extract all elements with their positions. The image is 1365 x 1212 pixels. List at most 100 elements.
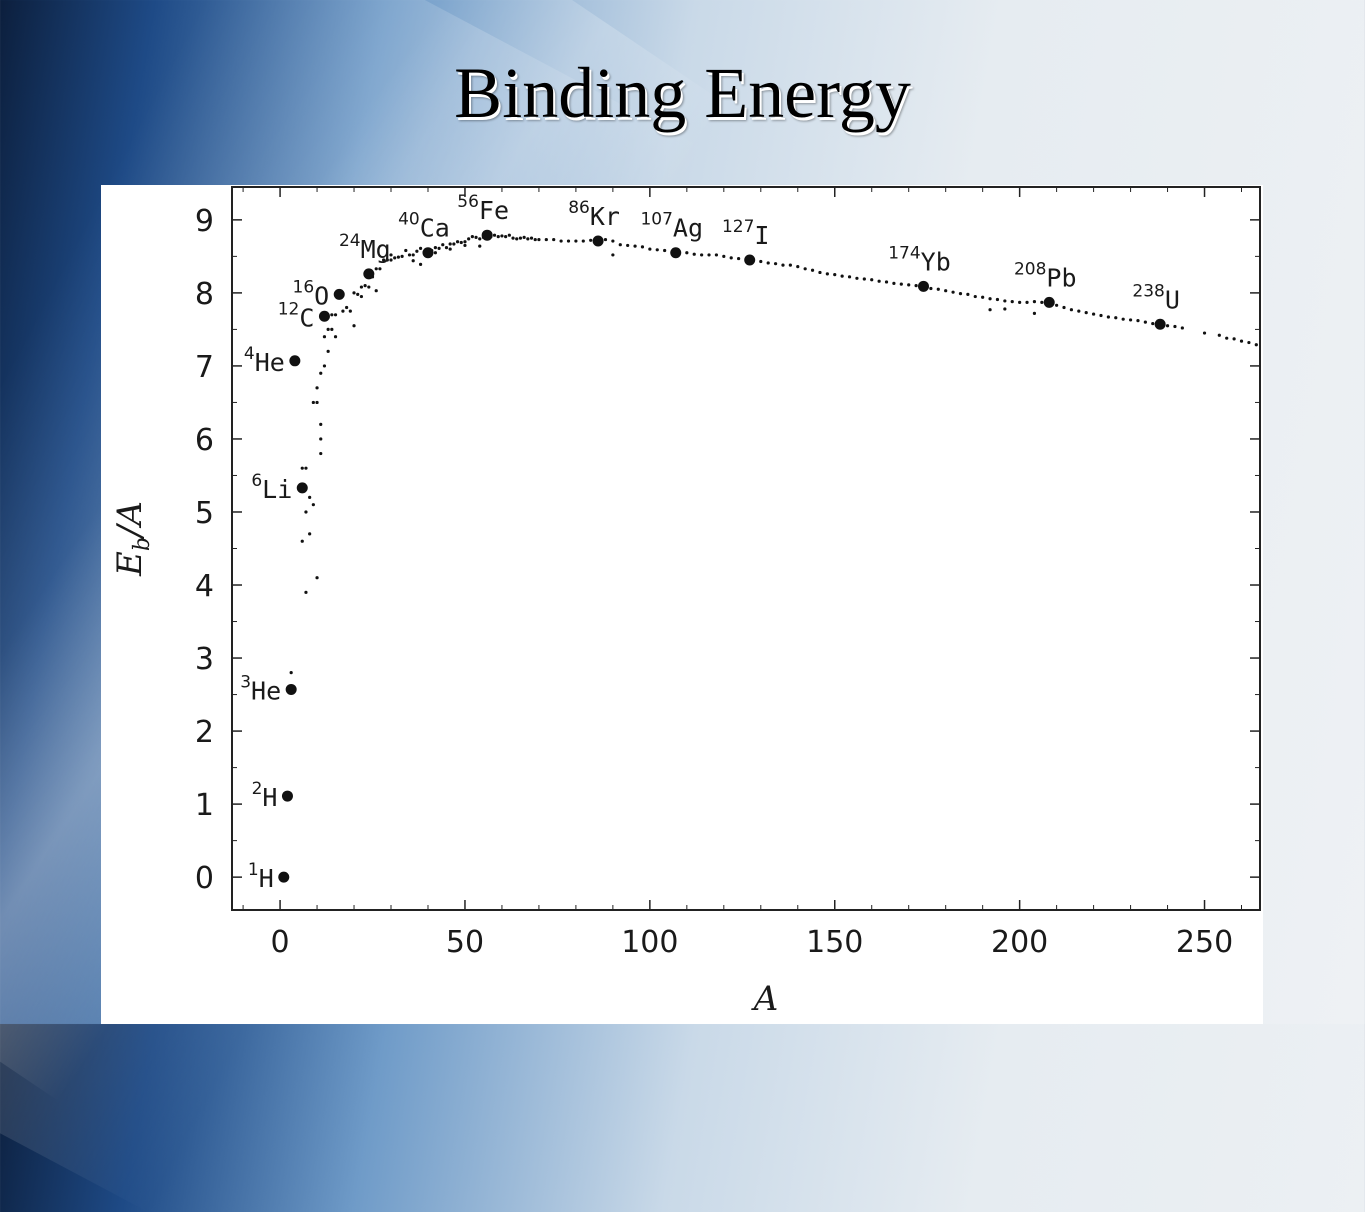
- labeled-nuclide-marker: [296, 482, 308, 494]
- nuclide-point: [415, 249, 419, 253]
- nuclide-mass-number: 3: [240, 672, 251, 692]
- nuclide-symbol: Mg: [361, 235, 391, 264]
- nuclide-point: [308, 495, 312, 499]
- nuclide-point: [1180, 326, 1184, 330]
- nuclide-point: [326, 327, 330, 332]
- nuclide-point: [455, 240, 460, 244]
- nuclide-point: [345, 305, 349, 310]
- nuclide-point: [496, 235, 500, 239]
- nuclide-point: [411, 253, 415, 257]
- nuclide-point: [418, 262, 423, 267]
- nuclide-point: [995, 297, 1000, 302]
- nuclide-point: [463, 240, 467, 244]
- nuclide-symbol: Pb: [1046, 263, 1076, 292]
- labeled-nuclide-marker: [333, 288, 345, 300]
- nuclide-symbol: H: [259, 864, 274, 893]
- nuclide-point: [958, 292, 963, 296]
- nuclide-point: [847, 275, 852, 279]
- nuclide-point: [981, 295, 985, 299]
- nuclide-point: [452, 242, 456, 246]
- nuclide-point: [773, 262, 778, 266]
- nuclide-point: [1062, 305, 1066, 310]
- nuclide-point: [300, 466, 304, 470]
- x-axis-title: A: [751, 979, 779, 1019]
- nuclide-point: [304, 466, 308, 470]
- nuclide-point: [884, 280, 889, 284]
- nuclide-point: [788, 263, 792, 267]
- nuclide-label: 40Ca: [398, 210, 450, 243]
- labeled-nuclide-marker: [670, 247, 682, 259]
- nuclide-point: [714, 253, 719, 257]
- nuclide-point: [322, 335, 327, 339]
- nuclide-label: 2H: [252, 779, 278, 812]
- nuclide-mass-number: 86: [568, 198, 590, 218]
- nuclide-point: [518, 236, 523, 240]
- nuclide-point: [311, 503, 315, 507]
- nuclide-point: [448, 242, 452, 246]
- nuclide-symbol: Kr: [590, 202, 620, 231]
- nuclide-point: [648, 247, 652, 251]
- nuclide-point: [319, 371, 323, 375]
- nuclide-point: [1247, 340, 1251, 345]
- nuclide-point: [1114, 316, 1118, 320]
- nuclide-point: [663, 248, 667, 253]
- nuclide-label: 56Fe: [457, 192, 509, 225]
- nuclide-point: [1040, 300, 1044, 304]
- nuclide-point: [459, 240, 463, 245]
- nuclide-point: [1025, 300, 1029, 304]
- nuclide-point: [574, 239, 578, 243]
- nuclide-point: [1151, 321, 1155, 326]
- x-tick-label: 200: [991, 925, 1048, 960]
- nuclide-label: 107Ag: [640, 210, 703, 243]
- nuclide-mass-number: 208: [1014, 259, 1046, 279]
- nuclide-mass-number: 1: [248, 860, 259, 880]
- nuclide-point: [1032, 311, 1037, 315]
- nuclide-point: [333, 313, 338, 317]
- y-tick-label: 2: [195, 715, 214, 750]
- nuclide-label: 238U: [1132, 281, 1180, 314]
- nuclide-point: [467, 237, 471, 241]
- nuclide-point: [359, 294, 364, 299]
- nuclide-point: [522, 235, 526, 239]
- nuclide-point: [1077, 309, 1081, 313]
- nuclide-mass-number: 6: [251, 471, 262, 491]
- nuclide-point: [333, 335, 338, 339]
- nuclide-point: [389, 253, 393, 257]
- nuclide-point: [389, 258, 393, 262]
- y-tick-label: 7: [195, 350, 214, 385]
- y-axis-title: Eb/A: [110, 501, 155, 577]
- nuclide-point: [655, 248, 659, 252]
- nuclide-symbol: Ag: [673, 214, 703, 243]
- nuclide-point: [326, 349, 330, 353]
- nuclide-point: [1084, 311, 1088, 315]
- nuclide-label: 12C: [278, 299, 315, 332]
- nuclide-point: [907, 283, 911, 287]
- chart-panel: 1H 2H 3He 6Li 4He 12C 16O 24Mg 40Ca 56Fe 86Kr 107Ag…: [101, 185, 1263, 1024]
- nuclide-point: [640, 245, 645, 249]
- nuclide-point: [1239, 339, 1244, 343]
- nuclide-point: [433, 251, 437, 255]
- y-tick-label: 3: [195, 642, 214, 677]
- nuclide-point: [611, 253, 615, 257]
- nuclide-point: [729, 256, 733, 260]
- nuclide-point: [400, 254, 404, 258]
- nuclide-point: [411, 259, 415, 263]
- nuclide-point: [803, 267, 807, 271]
- nuclide-point: [444, 246, 449, 250]
- y-axis-title-subscript: b: [130, 537, 155, 551]
- nuclide-point: [515, 237, 519, 241]
- labeled-nuclide-marker: [278, 871, 290, 883]
- nuclide-point: [289, 671, 293, 675]
- nuclide-point: [404, 248, 408, 253]
- nuclide-point: [367, 285, 371, 289]
- nuclide-point: [1003, 307, 1007, 311]
- nuclide-point: [470, 235, 474, 239]
- plot-frame: [231, 186, 1261, 911]
- y-tick-label: 4: [195, 569, 214, 604]
- nuclide-point: [966, 292, 970, 296]
- labeled-nuclide-marker: [481, 229, 493, 241]
- nuclide-point: [951, 290, 955, 294]
- nuclide-point: [352, 291, 356, 295]
- nuclide-mass-number: 2: [252, 779, 263, 799]
- labeled-nuclide-marker: [592, 235, 604, 247]
